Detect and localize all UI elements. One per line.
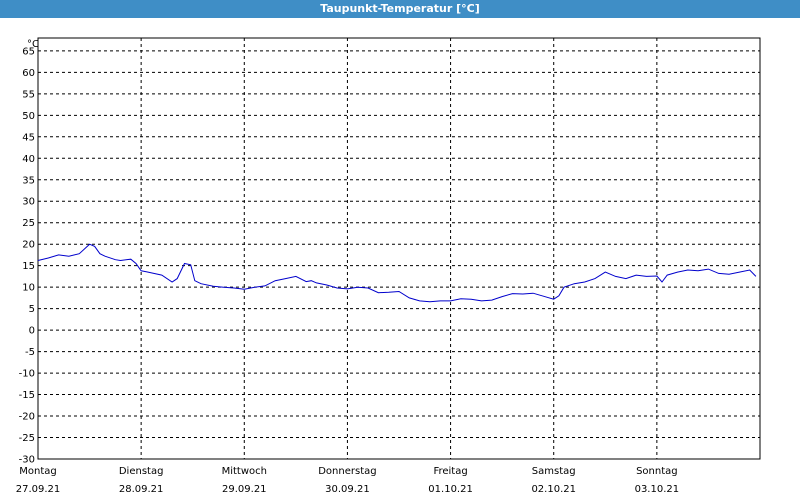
y-tick-label: 15: [22, 261, 35, 272]
plot-frame: [37, 37, 761, 460]
y-tick-label: -20: [19, 412, 35, 423]
y-tick-label: -10: [19, 369, 35, 380]
chart: -30 -25 -20 -15 -10 -5 0 5 10 15 20 25 30 35 40 45 50 55 6…: [16, 37, 761, 495]
series-line: [37, 243, 757, 303]
y-tick-label: 60: [22, 68, 35, 79]
y-tick-label: 0: [29, 326, 35, 337]
x-date-label: 28.09.21: [119, 484, 164, 495]
y-tick-label: 20: [22, 240, 35, 251]
x-day-label: Samstag: [532, 466, 576, 477]
x-day-label: Sonntag: [636, 466, 678, 477]
x-day-label: Freitag: [433, 466, 467, 477]
x-day-label: Donnerstag: [318, 466, 376, 477]
x-day-label: Montag: [19, 466, 56, 477]
x-day-label: Dienstag: [119, 466, 164, 477]
y-tick-label: 50: [22, 111, 35, 122]
y-tick-label: 45: [22, 132, 35, 143]
y-tick-label: -30: [19, 455, 35, 466]
x-date-label: 29.09.21: [222, 484, 267, 495]
x-date-label: 30.09.21: [325, 484, 370, 495]
x-date-label: 02.10.21: [531, 484, 576, 495]
y-axis: -30 -25 -20 -15 -10 -5 0 5 10 15 20 25 30 35 40 45 50 55 6…: [19, 46, 35, 465]
x-date-label: 03.10.21: [635, 484, 680, 495]
y-tick-label: 5: [29, 304, 35, 315]
y-tick-label: -5: [25, 347, 35, 358]
y-tick-label: -15: [19, 390, 35, 401]
y-tick-label: 35: [22, 175, 35, 186]
y-tick-label: 40: [22, 154, 35, 165]
chart-title: Taupunkt-Temperatur [°C]: [0, 0, 800, 18]
x-date-label: 01.10.21: [428, 484, 473, 495]
y-tick-label: 30: [22, 197, 35, 208]
y-unit-label: °C: [27, 39, 39, 50]
y-tick-label: 10: [22, 283, 35, 294]
x-date-label: 27.09.21: [16, 484, 61, 495]
y-tick-label: -25: [19, 433, 35, 444]
y-tick-label: 55: [22, 89, 35, 100]
y-tick-label: 25: [22, 218, 35, 229]
grid-lines: [38, 38, 760, 460]
x-axis: Montag 27.09.21 Dienstag 28.09.21 Mittwoch 29…: [16, 466, 679, 495]
y-tick-label: 65: [22, 46, 35, 57]
x-day-label: Mittwoch: [222, 466, 267, 477]
